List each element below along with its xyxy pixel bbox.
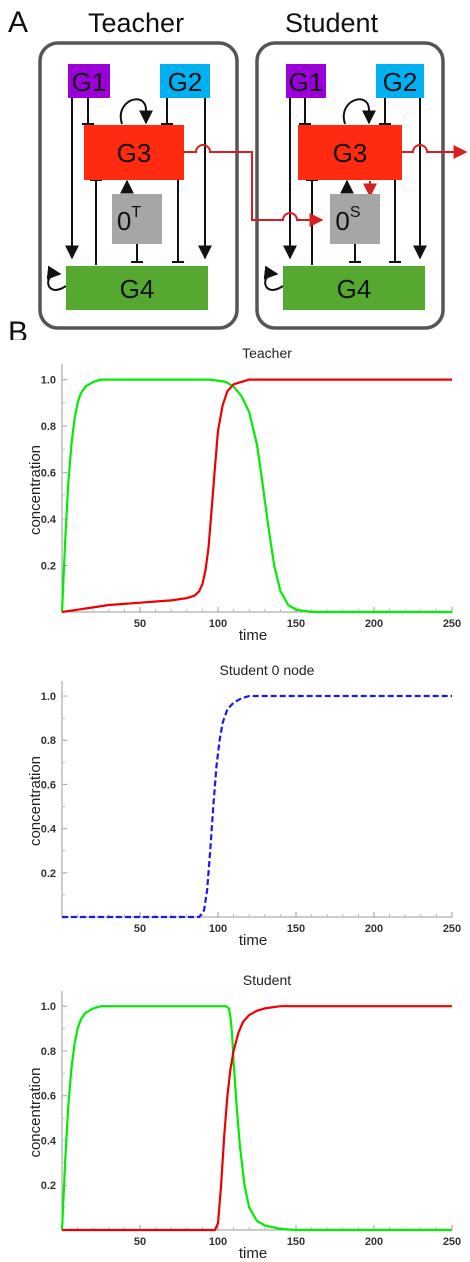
- teacher-title: Teacher: [88, 8, 184, 38]
- teacher-zero-node: [112, 194, 162, 244]
- teacher-g3-self-loop: [119, 98, 153, 125]
- y-axis-label: concentration: [27, 1067, 44, 1157]
- y-tick-label: 0.2: [41, 868, 56, 880]
- student-network: G1 G2 G3 0S G4: [255, 41, 445, 330]
- network-diagram: A Teacher Student G1 G2 G3 0T G4: [8, 6, 468, 340]
- student-g3-node: [298, 125, 402, 180]
- x-tick-label: 250: [443, 923, 461, 935]
- teacher-zero-represses-g4: [131, 244, 143, 263]
- teacher-g4-node: [66, 266, 208, 310]
- x-tick-label: 150: [287, 923, 305, 935]
- teacher-g4-self-loop: [46, 265, 67, 291]
- y-tick-label: 0.2: [41, 561, 56, 573]
- series-line-1: [62, 694, 452, 919]
- student-zero-label: 0S: [335, 204, 360, 236]
- y-tick-label: 0.8: [41, 421, 56, 433]
- teacher-zero-superscript: T: [131, 204, 141, 221]
- x-tick-label: 150: [287, 1236, 305, 1248]
- student-zero-represses-g4: [349, 244, 361, 263]
- teacher-g2-represses-g3: [161, 97, 173, 125]
- teacher-g3-node: [84, 125, 184, 180]
- student-g2-node: [376, 64, 424, 98]
- student-zero-main: 0: [335, 206, 349, 236]
- teacher-network: G1 G2 G3 0T G4: [38, 41, 239, 330]
- teacher-g3-label: G3: [117, 138, 152, 168]
- student-zero-node: [330, 194, 380, 244]
- teacher-frame: [38, 41, 239, 330]
- x-tick-label: 50: [134, 923, 146, 935]
- student-title: Student: [285, 8, 379, 38]
- x-tick-label: 200: [365, 618, 383, 630]
- x-tick-label: 100: [209, 618, 227, 630]
- x-tick-label: 100: [209, 1236, 227, 1248]
- y-tick-label: 0.6: [41, 779, 56, 791]
- y-tick-label: 1.0: [41, 691, 56, 703]
- panel-label-a: A: [8, 6, 28, 39]
- teacher-g1-node: [68, 64, 110, 98]
- chart-1: Teacher 0.2 0.4 0.6 0.8 1.0 50 100 150 200 250 time…: [27, 345, 461, 644]
- teacher-g2-label: G2: [168, 67, 203, 97]
- series-line-2: [62, 1005, 452, 1232]
- student-frame: [255, 41, 445, 330]
- x-axis-label: time: [239, 627, 267, 644]
- teacher-zero-label: 0T: [117, 204, 141, 236]
- chart-3: Student 0.2 0.4 0.6 0.8 1.0 50 100 150 200 250 time…: [27, 972, 461, 1262]
- x-tick-label: 150: [287, 618, 305, 630]
- y-tick-label: 0.4: [41, 514, 57, 526]
- x-tick-label: 250: [443, 1236, 461, 1248]
- student-g3-output-signal: [402, 144, 468, 159]
- student-g1-label: G1: [289, 67, 324, 97]
- y-tick-label: 1.0: [41, 1001, 56, 1013]
- student-g3-represses-g4: [389, 180, 401, 263]
- x-axis-label: time: [239, 932, 267, 949]
- teacher-g1-label: G1: [72, 67, 107, 97]
- y-tick-label: 0.4: [41, 824, 57, 836]
- chart-title: Student 0 node: [220, 662, 315, 678]
- x-tick-label: 100: [209, 923, 227, 935]
- student-g3-self-loop: [342, 98, 376, 125]
- series-line-1: [60, 378, 452, 614]
- student-g3-label: G3: [333, 138, 368, 168]
- teacher-g3-represses-g4: [172, 180, 184, 263]
- student-g4-label: G4: [337, 274, 372, 304]
- chart-2: Student 0 node 0.2 0.4 0.6 0.8 1.0 50 100 150 200…: [27, 662, 461, 949]
- teacher-g3-to-student-zero-signal: [184, 144, 324, 227]
- teacher-g2-node: [160, 64, 210, 98]
- student-g2-represses-g3: [379, 97, 391, 125]
- y-tick-label: 1.0: [41, 375, 56, 387]
- y-tick-label: 0.6: [41, 1091, 56, 1103]
- panel-label-b: B: [8, 316, 28, 340]
- x-tick-label: 200: [365, 923, 383, 935]
- student-zero-superscript: S: [350, 204, 361, 221]
- series-line-2: [61, 378, 452, 614]
- y-tick-label: 0.8: [41, 1046, 56, 1058]
- chart-title: Teacher: [242, 345, 292, 361]
- series-line-1: [60, 1005, 452, 1232]
- x-tick-label: 250: [443, 618, 461, 630]
- y-tick-label: 0.2: [41, 1180, 56, 1192]
- x-axis-label: time: [239, 1245, 267, 1262]
- chart-title: Student: [243, 972, 291, 988]
- teacher-zero-main: 0: [117, 206, 131, 236]
- student-g4-self-loop: [263, 265, 284, 291]
- y-tick-label: 0.6: [41, 468, 56, 480]
- y-axis-label: concentration: [27, 756, 44, 846]
- student-g1-represses-g3: [299, 97, 311, 125]
- student-g4-node: [283, 266, 425, 310]
- y-tick-label: 0.8: [41, 735, 56, 747]
- x-tick-label: 200: [365, 1236, 383, 1248]
- x-tick-label: 50: [134, 618, 146, 630]
- student-g1-node: [286, 64, 326, 98]
- x-tick-label: 50: [134, 1236, 146, 1248]
- y-tick-label: 0.4: [41, 1135, 57, 1147]
- y-axis-label: concentration: [27, 445, 44, 535]
- teacher-g1-represses-g3: [82, 97, 94, 125]
- student-g2-label: G2: [383, 67, 418, 97]
- teacher-g4-label: G4: [120, 274, 155, 304]
